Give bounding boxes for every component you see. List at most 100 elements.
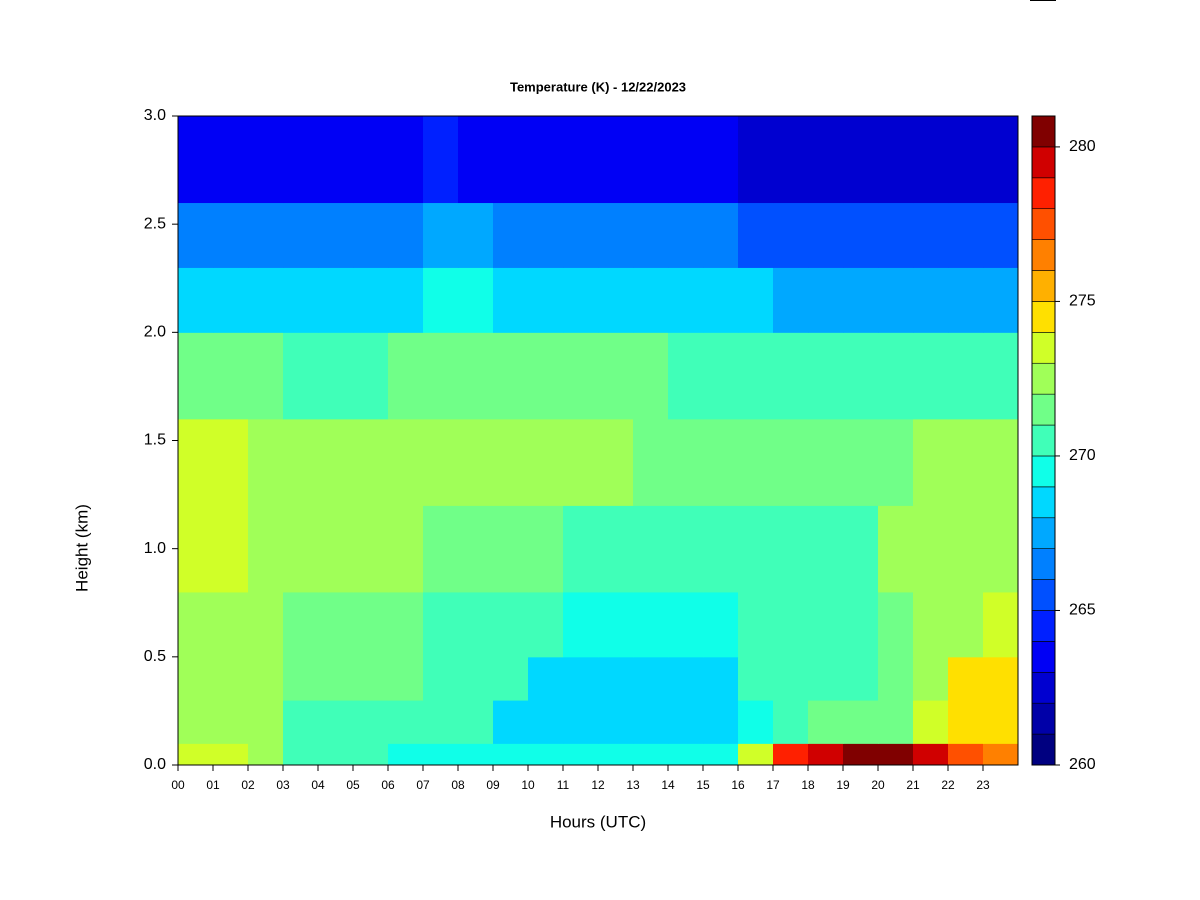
heatmap-cell [318, 267, 354, 333]
heatmap-cell [738, 332, 774, 420]
heatmap [178, 116, 1018, 765]
heatmap-cell [423, 591, 459, 658]
heatmap-cell [563, 700, 599, 744]
colorbar-frame [1031, 115, 1056, 766]
heatmap-cell [353, 591, 389, 658]
heatmap-cell [633, 591, 669, 658]
heatmap-cell [493, 700, 529, 744]
heatmap-cell [738, 656, 774, 701]
heatmap-cell [808, 743, 844, 765]
heatmap-cell [668, 743, 704, 765]
colorbar-band [1031, 301, 1056, 333]
heatmap-cell [913, 505, 949, 593]
heatmap-cell [983, 418, 1018, 506]
colorbar-band [1031, 393, 1056, 426]
heatmap-cell [738, 743, 774, 765]
colorbar-band [1031, 486, 1056, 519]
heatmap-cell [773, 267, 809, 333]
heatmap-cell [843, 418, 879, 506]
heatmap-cell [248, 267, 284, 333]
heatmap-cell [353, 743, 389, 765]
heatmap-cell [633, 700, 669, 744]
heatmap-cell [528, 656, 564, 701]
x-tick-label: 18 [801, 778, 815, 792]
heatmap-cell [318, 656, 354, 701]
heatmap-cell [808, 591, 844, 658]
heatmap-cell [878, 116, 914, 204]
y-tick-label: 0.0 [144, 756, 166, 773]
heatmap-cell [178, 591, 214, 658]
heatmap-cell [773, 591, 809, 658]
heatmap-cell [773, 505, 809, 593]
colorbar-band [1031, 579, 1056, 611]
heatmap-cell [458, 591, 494, 658]
heatmap-cell [423, 656, 459, 701]
x-tick-label: 20 [871, 778, 885, 792]
heatmap-cell [563, 267, 599, 333]
heatmap-cell [808, 267, 844, 333]
heatmap-cell [633, 116, 669, 204]
heatmap-cell [948, 591, 984, 658]
heatmap-cell [248, 202, 284, 268]
heatmap-cell [913, 418, 949, 506]
colorbar-tick-label: 270 [1069, 447, 1096, 464]
heatmap-cell [773, 700, 809, 744]
heatmap-cell [178, 116, 214, 204]
colorbar-band [1031, 641, 1056, 673]
heatmap-cell [388, 202, 424, 268]
heatmap-cell [773, 656, 809, 701]
heatmap-cell [878, 591, 914, 658]
heatmap-cell [493, 743, 529, 765]
heatmap-cell [843, 591, 879, 658]
heatmap-cell [668, 418, 704, 506]
heatmap-cell [773, 418, 809, 506]
heatmap-cell [213, 743, 249, 765]
colorbar-band [1031, 239, 1056, 271]
heatmap-cell [703, 202, 739, 268]
heatmap-cell [808, 505, 844, 593]
colorbar-band [1031, 517, 1056, 549]
heatmap-cell [878, 505, 914, 593]
heatmap-cell [668, 202, 704, 268]
x-tick-label: 02 [241, 778, 255, 792]
heatmap-cell [283, 267, 319, 333]
heatmap-cell [458, 332, 494, 420]
heatmap-cell [703, 743, 739, 765]
heatmap-cell [248, 656, 284, 701]
heatmap-cell [178, 267, 214, 333]
heatmap-cell [983, 656, 1018, 701]
colorbar-band [1031, 671, 1056, 704]
x-tick-label: 03 [276, 778, 290, 792]
heatmap-cell [948, 418, 984, 506]
heatmap-cell [353, 418, 389, 506]
chart-title: Temperature (K) - 12/22/2023 [510, 79, 686, 94]
x-tick-label: 09 [486, 778, 500, 792]
heatmap-cell [703, 700, 739, 744]
heatmap-cell [668, 332, 704, 420]
colorbar-band [1031, 362, 1056, 395]
heatmap-cell [318, 202, 354, 268]
y-tick-label: 2.5 [144, 215, 166, 232]
heatmap-cell [563, 202, 599, 268]
heatmap-cell [878, 743, 914, 765]
x-tick-label: 22 [941, 778, 955, 792]
heatmap-cell [178, 743, 214, 765]
heatmap-cell [213, 656, 249, 701]
heatmap-cell [668, 656, 704, 701]
heatmap-cell [283, 591, 319, 658]
y-tick-label: 1.5 [144, 432, 166, 449]
x-tick-label: 12 [591, 778, 605, 792]
x-tick-label: 00 [171, 778, 185, 792]
heatmap-cell [738, 267, 774, 333]
colorbar-band [1031, 146, 1056, 179]
heatmap-cell [423, 505, 459, 593]
heatmap-cell [283, 332, 319, 420]
heatmap-cell [318, 505, 354, 593]
heatmap-cell [318, 700, 354, 744]
colorbar-tick-label: 260 [1069, 756, 1096, 773]
heatmap-cell [493, 202, 529, 268]
heatmap-cell [913, 332, 949, 420]
heatmap-cell [318, 418, 354, 506]
heatmap-cell [283, 743, 319, 765]
